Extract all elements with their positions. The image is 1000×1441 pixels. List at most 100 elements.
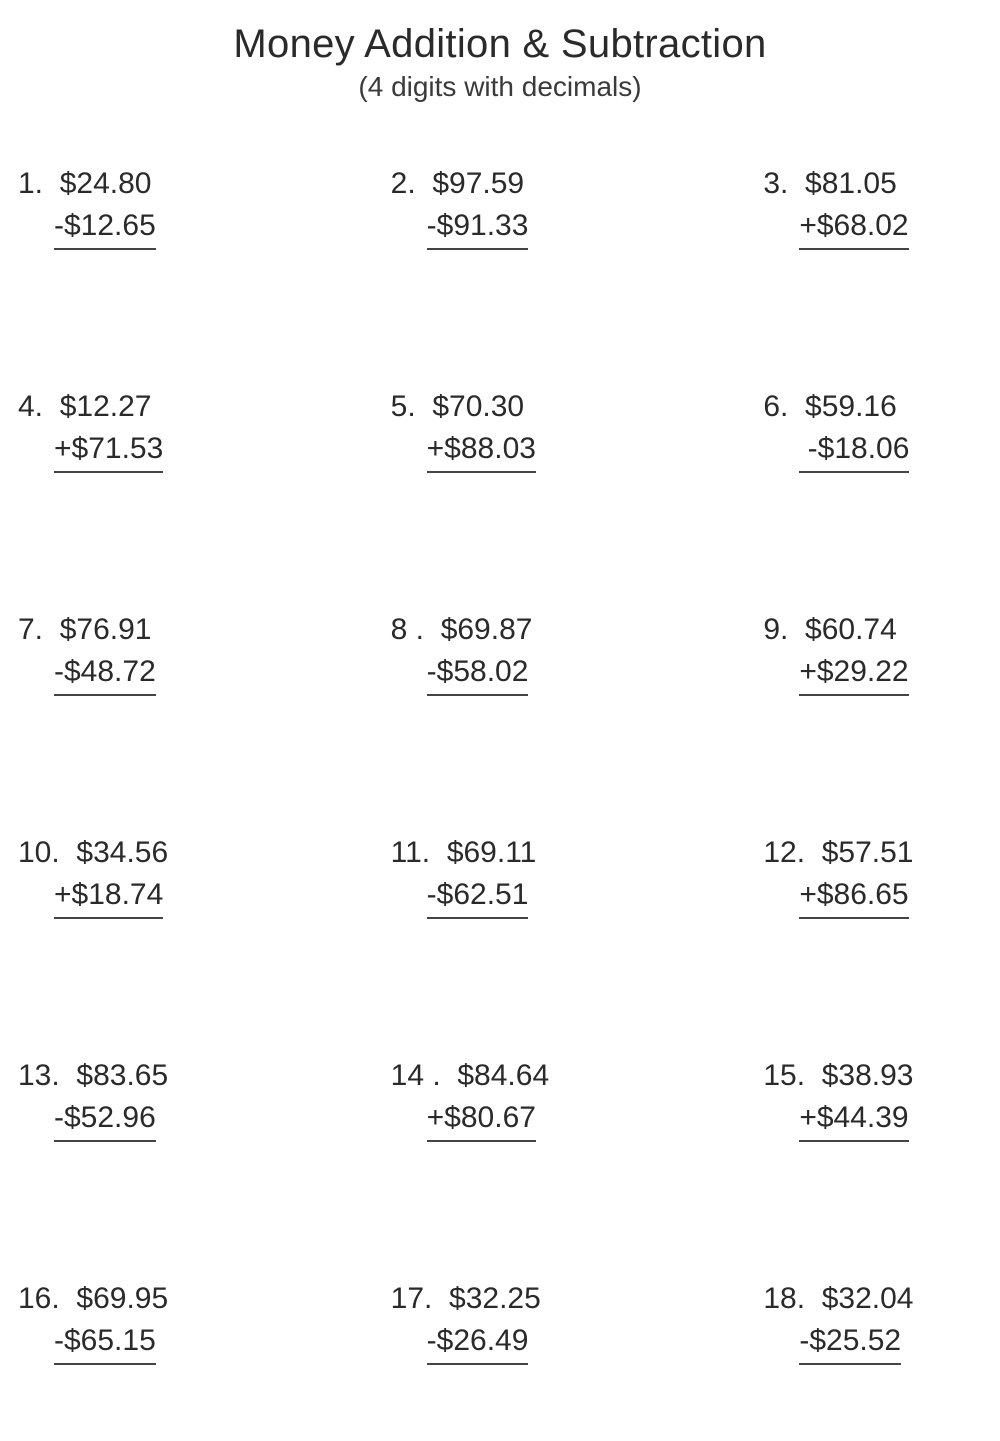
- problem-top-line: 11. $69.11: [391, 832, 658, 874]
- problems-grid: 1. $24.80-$12.652. $97.59-$91.333. $81.0…: [12, 163, 988, 1365]
- problem: 8 . $69.87-$58.02: [343, 609, 658, 696]
- spacer: [60, 836, 77, 869]
- problem-number: 3.: [763, 167, 788, 200]
- problem-top-line: 1. $24.80: [18, 163, 333, 205]
- problem-number: 12.: [763, 836, 805, 869]
- problem-bottom-value: +$71.53: [54, 428, 163, 473]
- problem-bottom-value: +$86.65: [799, 874, 908, 919]
- problem: 12. $57.51 +$86.65: [667, 832, 982, 919]
- problem-top-line: 18. $32.04: [763, 1278, 982, 1320]
- problem: 14 . $84.64+$80.67: [343, 1055, 658, 1142]
- problem-bottom-value: +$18.74: [54, 874, 163, 919]
- problem: 15. $38.93+$44.39: [667, 1055, 982, 1142]
- problem-bottom-value: +$80.67: [427, 1097, 536, 1142]
- problem-bottom-line: -$18.06: [763, 428, 982, 473]
- spacer: [805, 1282, 822, 1315]
- problem-top-line: 7. $76.91: [18, 609, 333, 651]
- problem-bottom-line: -$48.72: [18, 651, 333, 696]
- problem-top-value: $69.95: [76, 1282, 168, 1315]
- spacer: [60, 1282, 77, 1315]
- problem-top-line: 8 . $69.87: [391, 609, 658, 651]
- problem-bottom-line: -$26.49: [391, 1320, 658, 1365]
- problem: 5. $70.30+$88.03: [343, 386, 658, 473]
- problem-bottom-line: -$12.65: [18, 205, 333, 250]
- problem-number: 4.: [18, 390, 43, 423]
- problem-top-line: 4. $12.27: [18, 386, 333, 428]
- spacer: [430, 836, 447, 869]
- problem-top-value: $32.04: [822, 1282, 914, 1315]
- problem-top-value: $60.74: [805, 613, 897, 646]
- spacer: [43, 390, 60, 423]
- problem-top-line: 13. $83.65: [18, 1055, 333, 1097]
- problem-top-value: $81.05: [805, 167, 897, 200]
- problem: 13. $83.65-$52.96: [18, 1055, 333, 1142]
- problem-top-value: $69.87: [441, 613, 533, 646]
- spacer: [432, 1282, 449, 1315]
- problem-top-line: 16. $69.95: [18, 1278, 333, 1320]
- problem-bottom-value: -$52.96: [54, 1097, 156, 1142]
- spacer: [60, 1059, 77, 1092]
- problem: 7. $76.91-$48.72: [18, 609, 333, 696]
- spacer: [441, 1059, 458, 1092]
- problem-top-line: 14 . $84.64: [391, 1055, 658, 1097]
- problem: 11. $69.11-$62.51: [343, 832, 658, 919]
- problem-bottom-value: -$62.51: [427, 874, 529, 919]
- spacer: [43, 613, 60, 646]
- problem-top-line: 2. $97.59: [391, 163, 658, 205]
- problem-top-line: 5. $70.30: [391, 386, 658, 428]
- spacer: [424, 613, 441, 646]
- problem-top-value: $83.65: [76, 1059, 168, 1092]
- problem: 6. $59.16 -$18.06: [667, 386, 982, 473]
- problem: 16. $69.95-$65.15: [18, 1278, 333, 1365]
- problem-number: 10.: [18, 836, 60, 869]
- problem-number: 1.: [18, 167, 43, 200]
- problem-bottom-value: -$91.33: [427, 205, 529, 250]
- problem-bottom-line: -$62.51: [391, 874, 658, 919]
- spacer: [43, 167, 60, 200]
- problem-bottom-value: -$65.15: [54, 1320, 156, 1365]
- problem-bottom-line: -$65.15: [18, 1320, 333, 1365]
- problem-number: 11.: [391, 836, 430, 869]
- spacer: [805, 836, 822, 869]
- problem-number: 5.: [391, 390, 416, 423]
- problem-bottom-value: +$88.03: [427, 428, 536, 473]
- problem-bottom-line: +$44.39: [763, 1097, 982, 1142]
- problem-top-value: $24.80: [60, 167, 152, 200]
- problem-top-line: 17. $32.25: [391, 1278, 658, 1320]
- problem-number: 8 .: [391, 613, 424, 646]
- spacer: [805, 1059, 822, 1092]
- problem-top-value: $57.51: [822, 836, 914, 869]
- spacer: [788, 613, 805, 646]
- problem-bottom-line: +$29.22: [763, 651, 982, 696]
- spacer: [788, 390, 805, 423]
- problem-bottom-value: -$18.06: [799, 428, 909, 473]
- problem: 3. $81.05+$68.02: [667, 163, 982, 250]
- problem: 17. $32.25-$26.49: [343, 1278, 658, 1365]
- problem-number: 15.: [763, 1059, 805, 1092]
- problem: 9. $60.74+$29.22: [667, 609, 982, 696]
- problem-top-value: $84.64: [457, 1059, 549, 1092]
- problem: 10. $34.56+$18.74: [18, 832, 333, 919]
- worksheet-subtitle: (4 digits with decimals): [12, 71, 988, 103]
- problem-top-line: 15. $38.93: [763, 1055, 982, 1097]
- problem-bottom-line: -$58.02: [391, 651, 658, 696]
- problem-top-value: $69.11: [447, 836, 537, 869]
- problem: 18. $32.04-$25.52: [667, 1278, 982, 1365]
- spacer: [416, 167, 433, 200]
- problem-bottom-value: -$58.02: [427, 651, 529, 696]
- problem-bottom-value: -$25.52: [799, 1320, 901, 1365]
- problem-bottom-line: +$80.67: [391, 1097, 658, 1142]
- problem: 1. $24.80-$12.65: [18, 163, 333, 250]
- problem-top-value: $32.25: [449, 1282, 541, 1315]
- problem-number: 17.: [391, 1282, 433, 1315]
- problem-top-value: $59.16: [805, 390, 897, 423]
- problem-number: 13.: [18, 1059, 60, 1092]
- problem: 2. $97.59-$91.33: [343, 163, 658, 250]
- title-block: Money Addition & Subtraction (4 digits w…: [12, 22, 988, 103]
- problem-number: 14 .: [391, 1059, 441, 1092]
- problem-top-value: $97.59: [432, 167, 524, 200]
- problem-number: 6.: [763, 390, 788, 423]
- problem-top-line: 3. $81.05: [763, 163, 982, 205]
- problem-bottom-line: -$91.33: [391, 205, 658, 250]
- worksheet-page: Money Addition & Subtraction (4 digits w…: [0, 0, 1000, 1441]
